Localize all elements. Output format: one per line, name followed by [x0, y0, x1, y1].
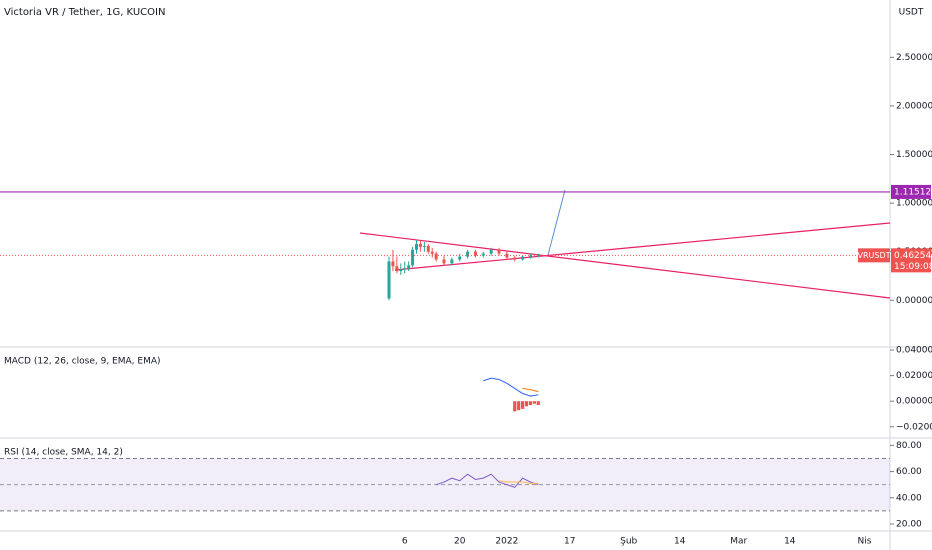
y-tick-label: 60.00 [896, 467, 922, 477]
x-tick-label: 17 [564, 537, 575, 547]
candle-body [458, 256, 462, 260]
chart-title: Victoria VR / Tether, 1G, KUCOIN [4, 7, 165, 18]
projection-line[interactable] [547, 189, 566, 256]
macd-title: MACD (12, 26, close, 9, EMA, EMA) [4, 357, 161, 367]
histogram-bar [524, 401, 529, 407]
candle-body [426, 245, 430, 252]
candle-body [473, 251, 477, 256]
y-tick-label: 0.02000 [896, 371, 932, 381]
y-tick-label: 80.00 [896, 441, 922, 451]
candle-body [521, 256, 525, 260]
y-tick-label: 1.50000 [896, 150, 932, 160]
candle-body [481, 253, 485, 256]
y-tick-label: 40.00 [896, 493, 922, 503]
y-tick-label: 2.50000 [896, 53, 932, 63]
indicator-line [436, 473, 539, 488]
last-price-label: 0.46254 [894, 251, 931, 261]
y-tick-label: −0.02000 [896, 422, 932, 432]
candle-body [434, 253, 438, 260]
y-tick-label: 0.04000 [896, 346, 932, 356]
candle-body [450, 259, 454, 264]
x-tick-label: 14 [674, 537, 686, 547]
candle-body [391, 261, 395, 267]
candle-body [442, 259, 446, 264]
countdown-label: 15:09:08 [894, 262, 932, 272]
x-tick-label: Mar [730, 537, 747, 547]
histogram-bar [513, 401, 517, 412]
y-tick-label: 0.00000 [896, 296, 932, 306]
histogram-bar [528, 401, 533, 406]
x-tick-label: 6 [402, 537, 408, 547]
rsi-title: RSI (14, close, SMA, 14, 2) [4, 448, 123, 458]
y-tick-label: 2.00000 [896, 101, 932, 111]
currency-unit: USDT [899, 8, 924, 18]
horizontal-line-label: 1.11512 [894, 187, 931, 197]
indicator-line [522, 387, 539, 393]
histogram-bar [521, 401, 525, 409]
x-tick-label: 14 [784, 537, 796, 547]
candle-body [505, 253, 509, 258]
candle-body [497, 249, 501, 254]
x-tick-label: Nis [857, 537, 871, 547]
indicator-line [483, 377, 539, 397]
histogram-bar [536, 401, 540, 406]
candle-body [536, 255, 540, 257]
histogram-bar [517, 401, 521, 411]
x-tick-label: Şub [620, 537, 637, 547]
candle-body [415, 243, 419, 250]
last-price-bg [891, 248, 931, 273]
y-tick-label: 1.00000 [896, 199, 932, 209]
histogram-bar [532, 401, 536, 404]
candle-body [418, 243, 422, 247]
x-tick-label: 20 [454, 537, 466, 547]
candle-body [399, 269, 403, 272]
symbol-label: VRUSDT [857, 251, 890, 260]
candle-body [489, 249, 493, 254]
candle-body [430, 251, 434, 254]
candle-body [528, 255, 532, 257]
horizontal-line-label-bg [891, 184, 931, 199]
indicator-line [498, 480, 539, 484]
candle-body [411, 249, 415, 266]
candle-body [422, 245, 426, 247]
trend-line[interactable] [394, 222, 891, 271]
candle-body [466, 251, 470, 257]
y-tick-label: 0.00000 [896, 397, 932, 407]
candle-body [403, 268, 407, 270]
candle-body [387, 261, 391, 299]
candle-body [407, 265, 411, 269]
x-tick-label: 2022 [495, 537, 518, 547]
candle-body [395, 266, 399, 272]
symbol-label-bg [858, 248, 890, 263]
candle-body [513, 257, 517, 260]
y-tick-label: 20.00 [896, 519, 922, 529]
trend-line[interactable] [359, 232, 891, 299]
